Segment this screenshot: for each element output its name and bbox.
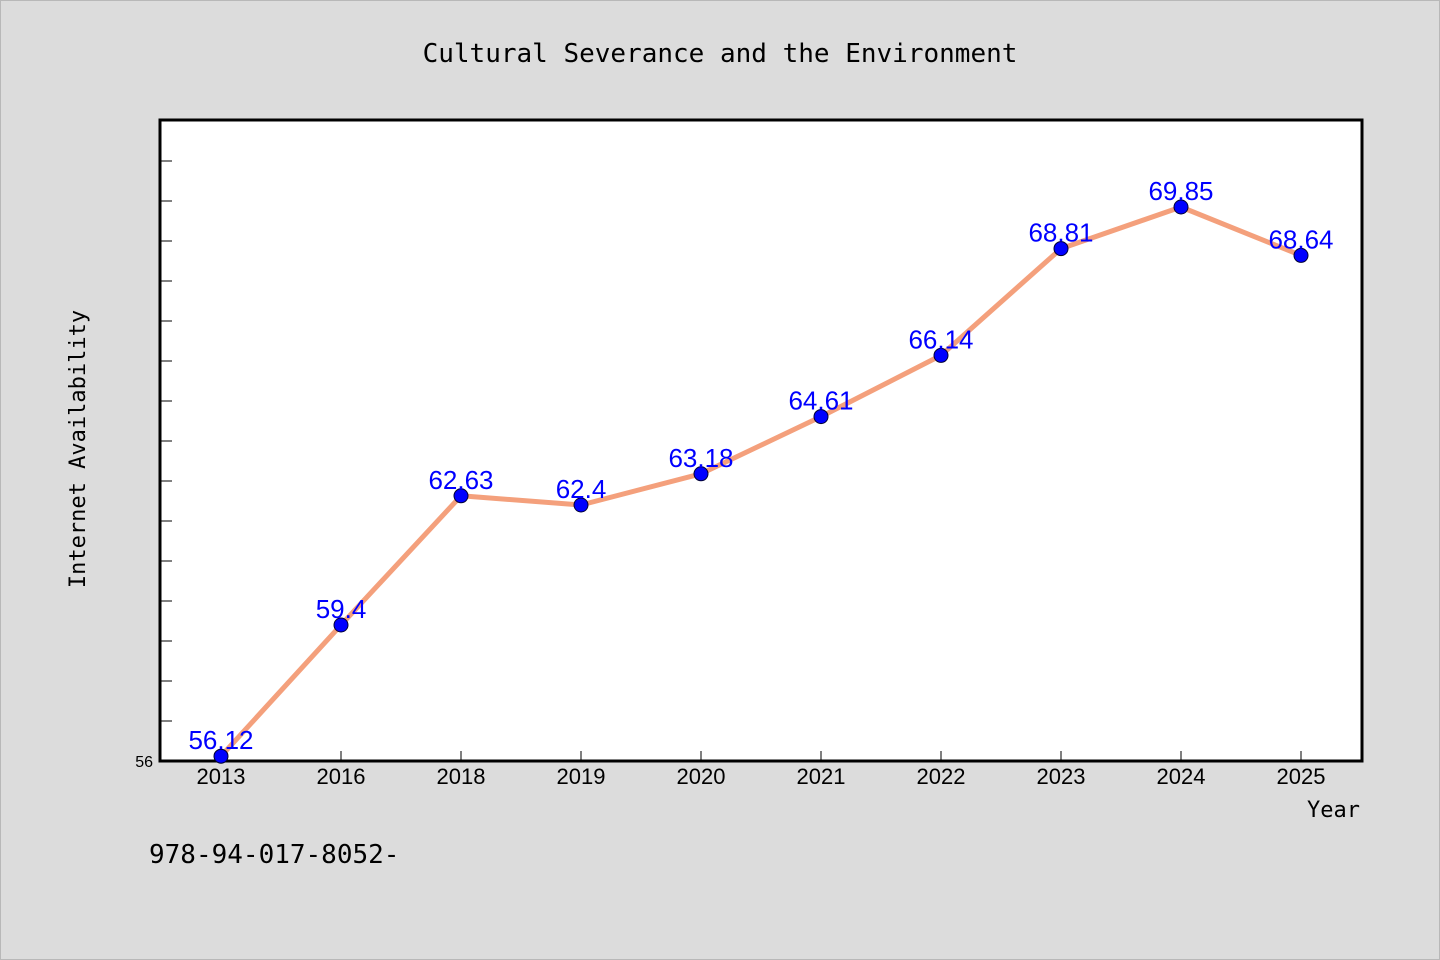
- data-label: 56.12: [188, 725, 253, 755]
- series-marker-layer: [213, 199, 1309, 764]
- data-point: [693, 466, 709, 482]
- data-label: 69.85: [1148, 176, 1213, 206]
- data-label: 63.18: [668, 443, 733, 473]
- series-line: [218, 204, 1304, 759]
- y-tick-label: 56: [135, 754, 153, 771]
- x-tick-label: 2018: [437, 764, 486, 789]
- x-tick-label: 2024: [1157, 764, 1206, 789]
- x-tick-label: 2022: [917, 764, 966, 789]
- data-label: 68.81: [1028, 218, 1093, 248]
- data-point: [1293, 247, 1309, 263]
- data-point: [453, 488, 469, 504]
- data-point: [333, 617, 349, 633]
- data-label: 64.61: [788, 386, 853, 416]
- data-point: [813, 409, 829, 425]
- x-tick-label: 2021: [797, 764, 846, 789]
- series-line-layer: [218, 204, 1304, 759]
- x-tick-label: 2023: [1037, 764, 1086, 789]
- data-point: [573, 497, 589, 513]
- data-label-layer: 56.12 59.4 62.63 62.4 63.18 64.61 66.14 68.81 69…: [188, 176, 1333, 755]
- x-axis-label: Year: [1307, 798, 1360, 823]
- data-point: [933, 347, 949, 363]
- footer-text: 978-94-017-8052-: [149, 840, 399, 870]
- data-label: 62.4: [556, 474, 607, 504]
- data-point: [1053, 241, 1069, 257]
- data-label: 59.4: [316, 594, 367, 624]
- y-axis-ticks: 56: [135, 160, 172, 771]
- plot-area: [158, 118, 1364, 763]
- data-label: 68.64: [1268, 224, 1333, 254]
- x-tick-label: 2025: [1277, 764, 1326, 789]
- x-tick-label: 2013: [197, 764, 246, 789]
- y-axis-label: Internet Availability: [66, 310, 91, 588]
- data-point: [213, 748, 229, 764]
- x-tick-label: 2016: [317, 764, 366, 789]
- data-label: 62.63: [428, 465, 493, 495]
- data-point: [1173, 199, 1189, 215]
- x-tick-label: 2020: [677, 764, 726, 789]
- data-label: 66.14: [908, 324, 973, 354]
- x-tick-label: 2019: [557, 764, 606, 789]
- x-axis-ticks: 2013 2016 2018 2019 2020 2021 2022 2023 2024 2025: [197, 751, 1326, 789]
- chart-title: Cultural Severance and the Environment: [423, 39, 1018, 69]
